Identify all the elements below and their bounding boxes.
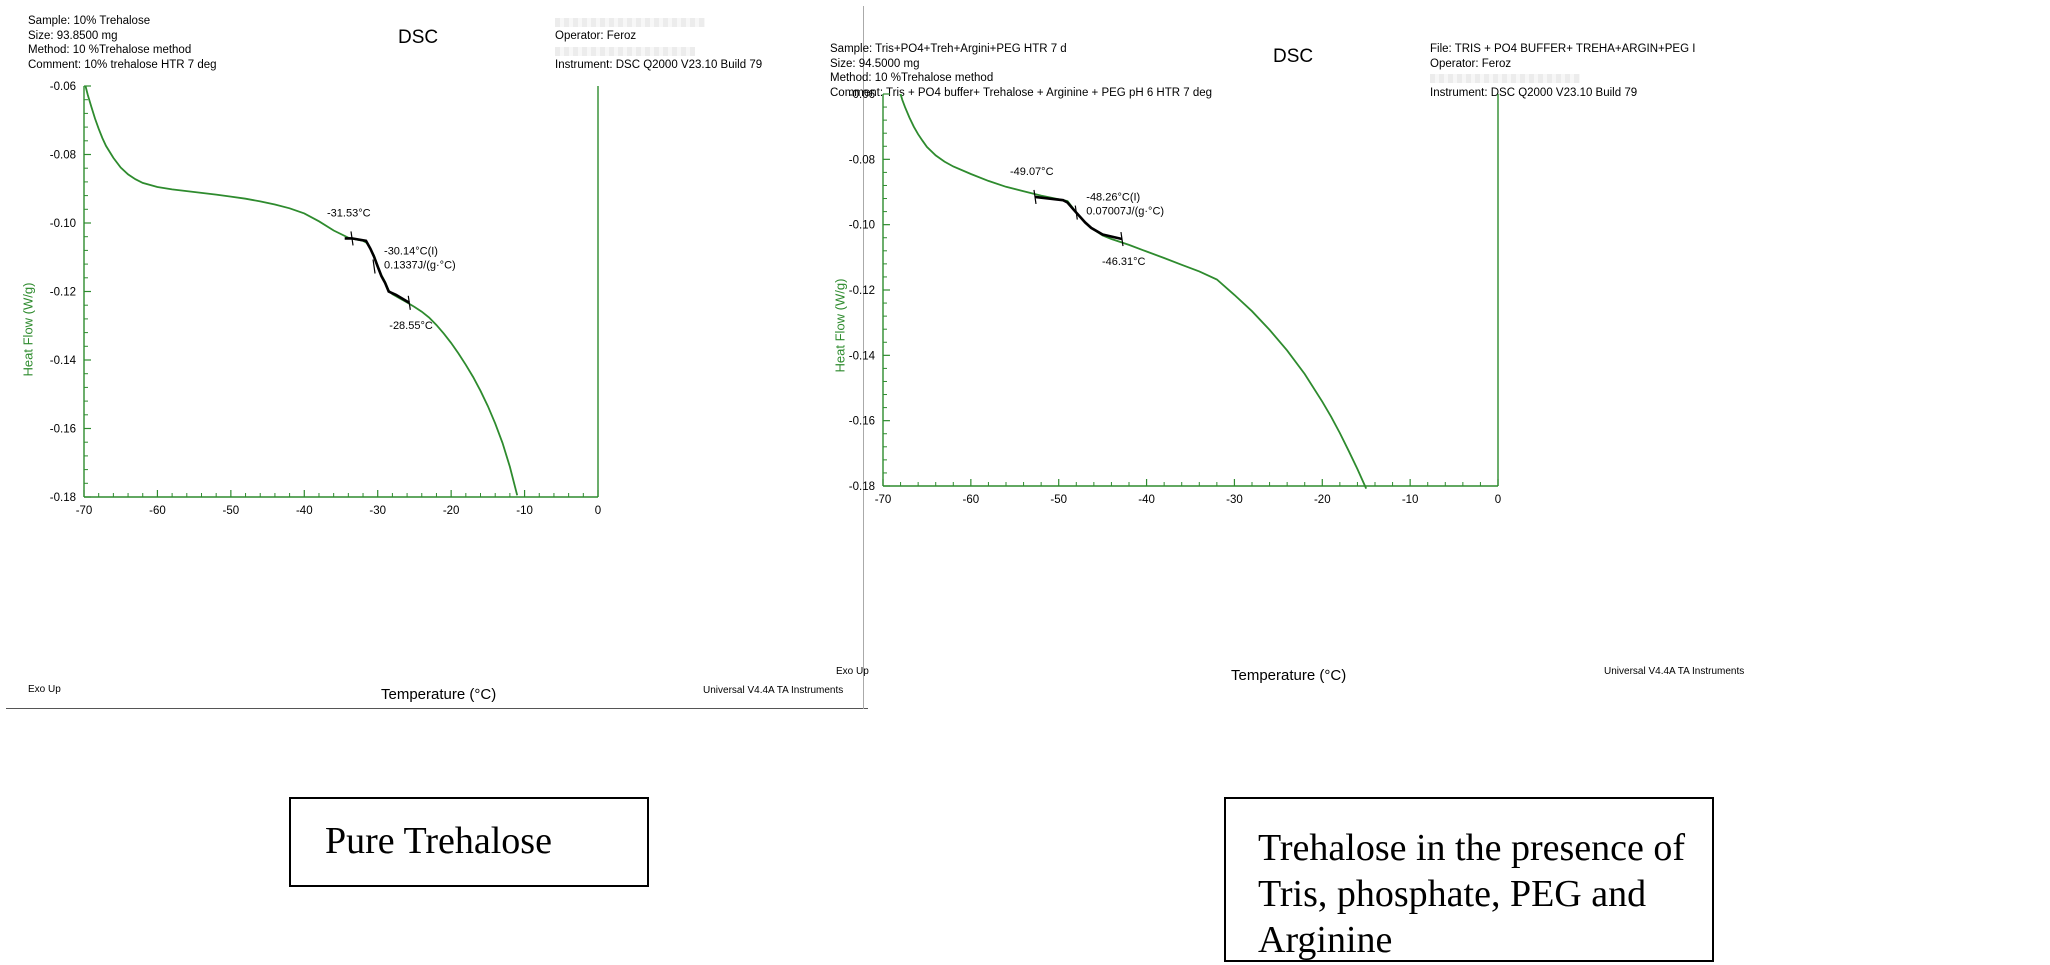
y-tick-label: -0.12	[849, 285, 875, 297]
x-tick-label: -40	[1138, 494, 1155, 506]
x-tick-label: 0	[595, 505, 601, 517]
caption-pure-trehalose: Pure Trehalose	[289, 797, 649, 887]
midpoint-label: -30.14°C(I)	[384, 245, 438, 257]
glass-transition-segment	[344, 237, 410, 304]
redacted-text	[555, 18, 705, 27]
comment-line: Comment: Tris + PO4 buffer+ Trehalose + …	[830, 86, 1213, 99]
x-tick-label: -40	[296, 505, 313, 517]
x-axis-label: Temperature (°C)	[1231, 667, 1347, 684]
x-tick-label: -20	[443, 505, 460, 517]
x-tick-label: -50	[223, 505, 240, 517]
end-label: -28.55°C	[389, 320, 433, 332]
y-tick-label: -0.18	[849, 481, 875, 493]
size-line: Size: 93.8500 mg	[28, 29, 118, 42]
dsc-panel-pure-trehalose: Sample: 10% Trehalose Size: 93.8500 mg M…	[0, 0, 880, 720]
onset-label: -49.07°C	[1010, 166, 1054, 178]
redacted-text	[555, 47, 695, 56]
y-tick-label: -0.16	[50, 424, 76, 436]
method-line: Method: 10 %Trehalose method	[28, 44, 192, 56]
y-tick-label: -0.18	[50, 492, 76, 504]
x-tick-label: -70	[875, 494, 892, 506]
y-tick-label: -0.10	[849, 220, 875, 232]
chart-title: DSC	[398, 27, 439, 48]
panel-border-bottom	[6, 708, 868, 709]
dsc-panel-trehalose-mixture: Sample: Tris+PO4+Treh+Argini+PEG HTR 7 d…	[830, 42, 1745, 684]
method-line: Method: 10 %Trehalose method	[830, 72, 994, 84]
x-tick-label: 0	[1495, 494, 1501, 506]
x-tick-label: -20	[1314, 494, 1331, 506]
midpoint-marker	[372, 259, 376, 274]
operator-line: Operator: Feroz	[555, 29, 637, 42]
dsc-plot: -0.06 -0.08 -0.10 -0.12 -0.14 -0.16 -0.18-70 -6…	[50, 81, 601, 517]
software-footer: Universal V4.4A TA Instruments	[1604, 666, 1745, 677]
y-tick-label: -0.08	[849, 154, 875, 166]
onset-marker	[1033, 189, 1037, 204]
sample-info: Sample: 10% Trehalose Size: 93.8500 mg M…	[28, 14, 217, 72]
instrument-info: File: TRIS + PO4 BUFFER+ TREHA+ARGIN+PEG…	[1430, 42, 1695, 100]
instrument-line: Instrument: DSC Q2000 V23.10 Build 79	[555, 58, 763, 71]
y-tick-label: -0.06	[849, 89, 875, 101]
x-tick-label: -60	[963, 494, 980, 506]
y-tick-label: -0.08	[50, 150, 76, 162]
delta-cp-label: 0.07007J/(g·°C)	[1086, 206, 1164, 218]
y-tick-label: -0.14	[50, 355, 77, 367]
caption-trehalose-mixture: Trehalose in the presence of Tris, phosp…	[1224, 797, 1714, 962]
x-tick-label: -70	[76, 505, 93, 517]
size-line: Size: 94.5000 mg	[830, 57, 920, 70]
x-tick-label: -60	[149, 505, 166, 517]
glass-transition-segment	[1034, 195, 1123, 241]
dsc-plot: -0.06 -0.08 -0.10 -0.12 -0.14 -0.16 -0.18-70 -6…	[849, 89, 1501, 506]
sample-info: Sample: Tris+PO4+Treh+Argini+PEG HTR 7 d…	[830, 42, 1212, 100]
heat-flow-curve	[899, 93, 1368, 489]
delta-cp-label: 0.1337J/(g·°C)	[384, 259, 456, 271]
y-tick-label: -0.10	[50, 218, 76, 230]
end-marker	[1120, 231, 1124, 247]
sample-line: Sample: Tris+PO4+Treh+Argini+PEG HTR 7 d	[830, 43, 1067, 55]
sample-line: Sample: 10% Trehalose	[28, 15, 151, 27]
instrument-info: Operator: Feroz Instrument: DSC Q2000 V2…	[555, 14, 762, 72]
onset-marker	[350, 231, 354, 246]
y-tick-label: -0.14	[849, 350, 876, 362]
x-tick-label: -10	[1402, 494, 1419, 506]
instrument-line: Instrument: DSC Q2000 V23.10 Build 79	[1430, 86, 1638, 99]
end-marker	[407, 295, 411, 310]
y-axis-label: Heat Flow (W/g)	[832, 278, 848, 373]
x-tick-label: -30	[369, 505, 386, 517]
exo-up-label: Exo Up	[28, 684, 61, 695]
redacted-text	[1430, 74, 1580, 83]
onset-label: -31.53°C	[327, 207, 371, 219]
x-tick-label: -30	[1226, 494, 1243, 506]
midpoint-label: -48.26°C(I)	[1086, 192, 1140, 204]
x-tick-label: -50	[1050, 494, 1067, 506]
end-label: -46.31°C	[1102, 256, 1146, 268]
y-tick-label: -0.12	[50, 287, 76, 299]
comment-line: Comment: 10% trehalose HTR 7 deg	[28, 58, 217, 71]
panel-border-right	[863, 6, 864, 709]
software-footer: Universal V4.4A TA Instruments	[703, 685, 844, 696]
x-tick-label: -10	[516, 505, 533, 517]
file-line: File: TRIS + PO4 BUFFER+ TREHA+ARGIN+PEG…	[1430, 43, 1696, 55]
x-axis-label: Temperature (°C)	[381, 686, 497, 703]
midpoint-marker	[1074, 205, 1078, 220]
y-tick-label: -0.16	[849, 416, 875, 428]
operator-line: Operator: Feroz	[1430, 57, 1512, 70]
y-tick-label: -0.06	[50, 81, 76, 93]
chart-title: DSC	[1273, 46, 1314, 67]
exo-up-label: Exo Up	[836, 666, 869, 677]
